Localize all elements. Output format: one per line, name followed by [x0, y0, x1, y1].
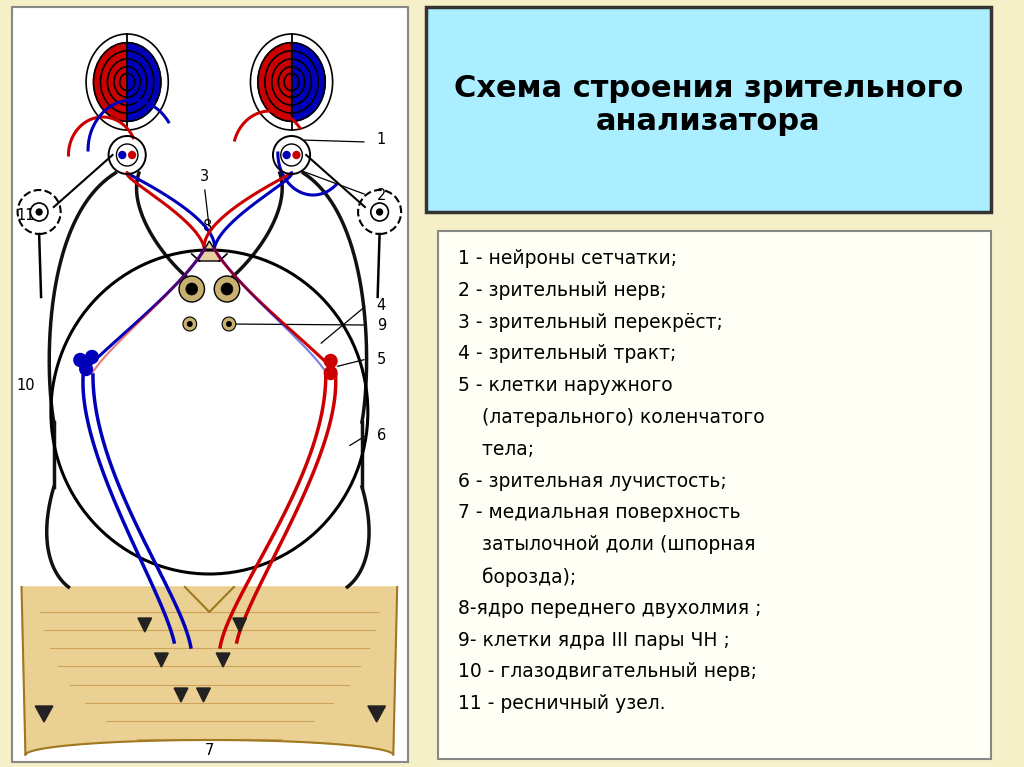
Text: 5: 5 — [377, 351, 386, 367]
Polygon shape — [155, 653, 168, 667]
Polygon shape — [258, 43, 292, 121]
Circle shape — [186, 321, 193, 327]
Polygon shape — [22, 587, 397, 755]
FancyBboxPatch shape — [426, 7, 991, 212]
Circle shape — [293, 152, 300, 159]
Polygon shape — [93, 43, 127, 121]
Circle shape — [119, 152, 126, 159]
Text: 3 - зрительный перекрёст;: 3 - зрительный перекрёст; — [458, 313, 723, 331]
Text: борозда);: борозда); — [458, 567, 577, 587]
Text: затылочной доли (шпорная: затылочной доли (шпорная — [458, 535, 756, 555]
Text: 7: 7 — [205, 743, 214, 758]
Circle shape — [179, 276, 205, 302]
Text: (латерального) коленчатого: (латерального) коленчатого — [458, 408, 765, 427]
Circle shape — [226, 321, 231, 327]
Circle shape — [284, 152, 290, 159]
Circle shape — [129, 152, 135, 159]
Text: 11: 11 — [16, 208, 35, 222]
Text: 10: 10 — [16, 377, 35, 393]
Text: 6 - зрительная лучистость;: 6 - зрительная лучистость; — [458, 472, 727, 491]
Text: 4 - зрительный тракт;: 4 - зрительный тракт; — [458, 344, 676, 364]
Circle shape — [74, 354, 87, 367]
Circle shape — [214, 276, 240, 302]
Text: 8-ядро переднего двухолмия ;: 8-ядро переднего двухолмия ; — [458, 599, 762, 617]
Text: 6: 6 — [377, 427, 386, 443]
Circle shape — [325, 354, 337, 367]
Polygon shape — [127, 43, 161, 121]
Polygon shape — [197, 688, 210, 702]
Text: 2 - зрительный нерв;: 2 - зрительный нерв; — [458, 281, 667, 300]
Text: 11 - ресничный узел.: 11 - ресничный узел. — [458, 694, 666, 713]
Text: 10 - глазодвигательный нерв;: 10 - глазодвигательный нерв; — [458, 663, 757, 681]
Polygon shape — [368, 706, 385, 722]
Text: 5 - клетки наружного: 5 - клетки наружного — [458, 376, 673, 395]
Polygon shape — [232, 618, 247, 632]
FancyBboxPatch shape — [11, 7, 408, 762]
Polygon shape — [35, 706, 53, 722]
Circle shape — [221, 283, 232, 295]
Text: Схема строения зрительного
анализатора: Схема строения зрительного анализатора — [454, 74, 963, 137]
Circle shape — [80, 363, 92, 376]
Polygon shape — [216, 653, 230, 667]
Circle shape — [36, 209, 42, 215]
Text: 4: 4 — [377, 298, 386, 312]
Text: 1 - нейроны сетчатки;: 1 - нейроны сетчатки; — [458, 249, 677, 268]
Polygon shape — [198, 241, 221, 261]
Polygon shape — [174, 688, 187, 702]
Circle shape — [183, 317, 197, 331]
Text: 3: 3 — [200, 169, 209, 184]
Text: тела;: тела; — [458, 439, 534, 459]
Circle shape — [325, 367, 337, 380]
Text: 8: 8 — [203, 219, 212, 234]
Polygon shape — [292, 43, 326, 121]
Circle shape — [186, 283, 198, 295]
Text: 7 - медиальная поверхность: 7 - медиальная поверхность — [458, 503, 740, 522]
Polygon shape — [138, 618, 152, 632]
Circle shape — [86, 351, 98, 364]
FancyBboxPatch shape — [438, 231, 991, 759]
Circle shape — [222, 317, 236, 331]
Text: 9: 9 — [377, 318, 386, 333]
Text: 9- клетки ядра III пары ЧН ;: 9- клетки ядра III пары ЧН ; — [458, 630, 730, 650]
Text: 2: 2 — [377, 187, 386, 202]
Text: 1: 1 — [377, 131, 386, 146]
Circle shape — [377, 209, 383, 215]
